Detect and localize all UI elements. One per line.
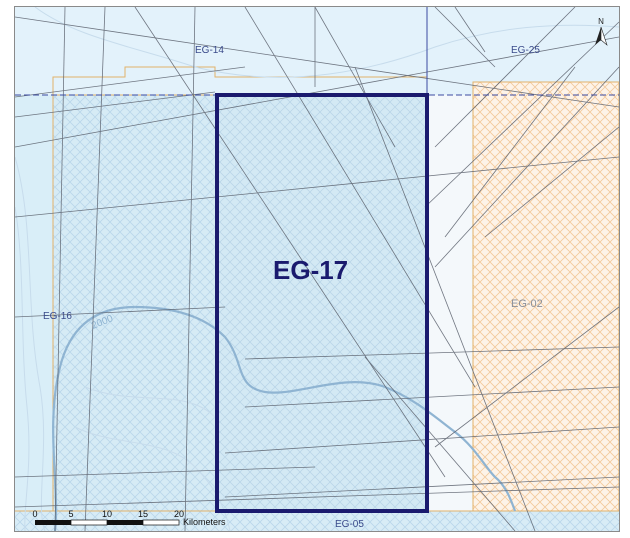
block-eg-17-area[interactable] — [217, 95, 427, 511]
scale-tick-15: 15 — [138, 509, 148, 519]
block-eg-16-area[interactable] — [52, 94, 218, 526]
block-label-eg-16: EG-16 — [43, 311, 72, 322]
block-label-eg-14: EG-14 — [195, 45, 224, 56]
block-eg-17-outline — [215, 93, 429, 513]
scale-tick-20: 20 — [174, 509, 184, 519]
block-eg-14-outline — [52, 66, 428, 95]
scale-unit: Kilometers — [183, 517, 226, 527]
seismic-lines — [15, 7, 619, 531]
contour-2000 — [52, 305, 517, 531]
block-eg-05-area[interactable] — [15, 510, 619, 531]
map-frame: 2000 EG-14 EG-25 E — [14, 6, 620, 532]
block-label-eg-17: EG-17 — [273, 255, 348, 285]
block-label-eg-05: EG-05 — [335, 519, 364, 530]
northern-area — [15, 7, 619, 95]
block-label-eg-02: EG-02 — [511, 298, 543, 310]
block-eg-02-area[interactable] — [472, 81, 619, 526]
map-canvas[interactable]: 2000 EG-14 EG-25 E — [15, 7, 619, 531]
open-strip — [427, 95, 473, 525]
north-arrow-icon: N — [595, 17, 608, 46]
scale-tick-0: 0 — [32, 509, 37, 519]
scale-bar: 0 5 10 15 20 Kilometers — [32, 509, 226, 527]
north-label: N — [598, 17, 604, 26]
scale-tick-5: 5 — [68, 509, 73, 519]
scale-tick-10: 10 — [102, 509, 112, 519]
block-label-eg-25: EG-25 — [511, 45, 540, 56]
